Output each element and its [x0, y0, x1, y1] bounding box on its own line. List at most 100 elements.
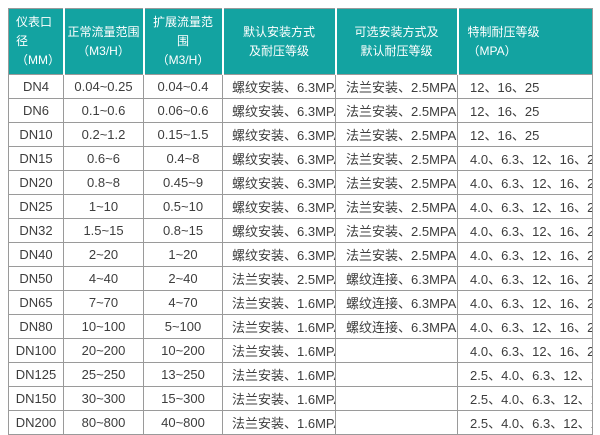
cell: 12、16、25	[457, 98, 593, 123]
cell: 0.15~1.5	[143, 122, 223, 147]
header-cell-4: 默认安装方式 及耐压等级	[221, 8, 336, 75]
cell: 螺纹安装、6.3MPA	[222, 74, 336, 99]
cell: 0.8~8	[63, 170, 144, 195]
cell: 1~20	[143, 242, 223, 267]
cell: 2~40	[143, 266, 223, 291]
cell: DN10	[8, 122, 64, 147]
header-line2: （M3/H）	[156, 53, 210, 67]
header-cell-6: 特制耐压等级 （MPA）	[456, 8, 593, 75]
table-row: DN10 0.2~1.2 0.15~1.5 螺纹安装、6.3MPA 法兰安装、2.5MP…	[8, 122, 593, 147]
header-line2: （MPA）	[467, 43, 517, 58]
header-line1: 仪表口径	[16, 15, 53, 48]
cell: 40~800	[143, 410, 223, 435]
table-row: DN125 25~250 13~250 法兰安装、1.6MPA 2.5、4.0、6.3、…	[8, 362, 593, 387]
cell: 80~800	[63, 410, 144, 435]
cell	[335, 362, 458, 387]
table-row: DN4 0.04~0.25 0.04~0.4 螺纹安装、6.3MPA 法兰安装、2.5M…	[8, 74, 593, 99]
cell: 4.0、6.3、12、16、25	[457, 218, 593, 243]
cell: 法兰安装、1.6MPA	[222, 410, 336, 435]
cell: DN32	[8, 218, 64, 243]
table-row: DN15 0.6~6 0.4~8 螺纹安装、6.3MPA 法兰安装、2.5MPA 4.0、…	[8, 146, 593, 171]
cell: DN80	[8, 314, 64, 339]
cell: 2~20	[63, 242, 144, 267]
cell: 15~300	[143, 386, 223, 411]
table-row: DN25 1~10 0.5~10 螺纹安装、6.3MPA 法兰安装、2.5MPA 4.0、…	[8, 194, 593, 219]
table-row: DN32 1.5~15 0.8~15 螺纹安装、6.3MPA 法兰安装、2.5MPA 4.…	[8, 218, 593, 243]
cell: DN200	[8, 410, 64, 435]
cell: 4.0、6.3、12、16、25	[457, 290, 593, 315]
header-cell-3: 扩展流量范围 （M3/H）	[142, 8, 223, 75]
header-cell-1: 仪表口径 （MM）	[8, 8, 64, 75]
cell	[335, 338, 458, 363]
header-cell-2: 正常流量范围 （M3/H）	[62, 8, 144, 75]
cell: 0.04~0.4	[143, 74, 223, 99]
cell: 4.0、6.3、12、16、25	[457, 170, 593, 195]
cell: 螺纹安装、6.3MPA	[222, 170, 336, 195]
cell: 12、16、25	[457, 122, 593, 147]
header-line1: 默认安装方式	[242, 24, 315, 39]
cell: 法兰安装、1.6MPA	[222, 386, 336, 411]
cell: 法兰安装、2.5MPA	[335, 74, 458, 99]
cell: 12、16、25	[457, 74, 593, 99]
cell: 0.8~15	[143, 218, 223, 243]
cell: 法兰安装、2.5MPA	[335, 218, 458, 243]
header-line2: 及耐压等级	[248, 43, 309, 58]
cell: 25~250	[63, 362, 144, 387]
cell: 4.0、6.3、12、16、25	[457, 146, 593, 171]
cell: 螺纹安装、6.3MPA	[222, 146, 336, 171]
cell: 法兰安装、1.6MPA	[222, 362, 336, 387]
table-row: DN6 0.1~0.6 0.06~0.6 螺纹安装、6.3MPA 法兰安装、2.5MPA…	[8, 98, 593, 123]
table-row: DN100 20~200 10~200 法兰安装、1.6MPA 4.0、6.3、12、1…	[8, 338, 593, 363]
cell: 法兰安装、2.5MPA	[335, 170, 458, 195]
cell: 4.0、6.3、12、16、25	[457, 314, 593, 339]
table-row: DN150 30~300 15~300 法兰安装、1.6MPA 2.5、4.0、6.3、…	[8, 386, 593, 411]
cell: 0.2~1.2	[63, 122, 144, 147]
cell: 0.1~0.6	[63, 98, 144, 123]
cell: 法兰安装、2.5MPA	[335, 122, 458, 147]
cell: 0.5~10	[143, 194, 223, 219]
cell: 螺纹连接、6.3MPA	[335, 266, 458, 291]
cell: 螺纹连接、6.3MPA	[335, 290, 458, 315]
cell: 0.04~0.25	[63, 74, 144, 99]
cell: 螺纹安装、6.3MPA	[222, 218, 336, 243]
cell: DN50	[8, 266, 64, 291]
cell: 4~70	[143, 290, 223, 315]
table-row: DN200 80~800 40~800 法兰安装、1.6MPA 2.5、4.0、6.3、…	[8, 410, 593, 435]
cell: 螺纹安装、6.3MPA	[222, 98, 336, 123]
header-line2: （MM）	[16, 53, 60, 67]
cell: 法兰安装、1.6MPA	[222, 338, 336, 363]
cell	[335, 386, 458, 411]
cell: 0.6~6	[63, 146, 144, 171]
table-row: DN50 4~40 2~40 法兰安装、2.5MPA 螺纹连接、6.3MPA 4.0、6.…	[8, 266, 593, 291]
cell: 30~300	[63, 386, 144, 411]
cell: 法兰安装、2.5MPA	[335, 194, 458, 219]
cell: 螺纹连接、6.3MPA	[335, 314, 458, 339]
table-row: DN20 0.8~8 0.45~9 螺纹安装、6.3MPA 法兰安装、2.5MPA 4.0…	[8, 170, 593, 195]
cell: DN20	[8, 170, 64, 195]
cell: 法兰安装、1.6MPA	[222, 290, 336, 315]
cell: DN6	[8, 98, 64, 123]
cell: DN25	[8, 194, 64, 219]
table-row: DN65 7~70 4~70 法兰安装、1.6MPA 螺纹连接、6.3MPA 4.0、6.…	[8, 290, 593, 315]
cell: 螺纹安装、6.3MPA	[222, 194, 336, 219]
cell: 4.0、6.3、12、16、25	[457, 266, 593, 291]
cell	[335, 410, 458, 435]
flow-meter-spec-table: 仪表口径 （MM） 正常流量范围 （M3/H） 扩展流量范围 （M3/H） 默认安装方式 及耐…	[8, 8, 593, 435]
cell: 4.0、6.3、12、16、25	[457, 242, 593, 267]
cell: 4.0、6.3、12、16、25	[457, 194, 593, 219]
cell: 法兰安装、2.5MPA	[335, 242, 458, 267]
table-row: DN40 2~20 1~20 螺纹安装、6.3MPA 法兰安装、2.5MPA 4.0、6.…	[8, 242, 593, 267]
cell: 1~10	[63, 194, 144, 219]
cell: 20~200	[63, 338, 144, 363]
cell: 4~40	[63, 266, 144, 291]
cell: 5~100	[143, 314, 223, 339]
cell: 0.45~9	[143, 170, 223, 195]
cell: 2.5、4.0、6.3、12、16	[457, 410, 593, 435]
header-cell-5: 可选安装方式及 默认耐压等级	[334, 8, 458, 75]
cell: 1.5~15	[63, 218, 144, 243]
cell: 螺纹安装、6.3MPA	[222, 122, 336, 147]
table-row: DN80 10~100 5~100 法兰安装、1.6MPA 螺纹连接、6.3MPA 4.0…	[8, 314, 593, 339]
cell: 2.5、4.0、6.3、12、16	[457, 362, 593, 387]
cell: DN4	[8, 74, 64, 99]
cell: 0.4~8	[143, 146, 223, 171]
